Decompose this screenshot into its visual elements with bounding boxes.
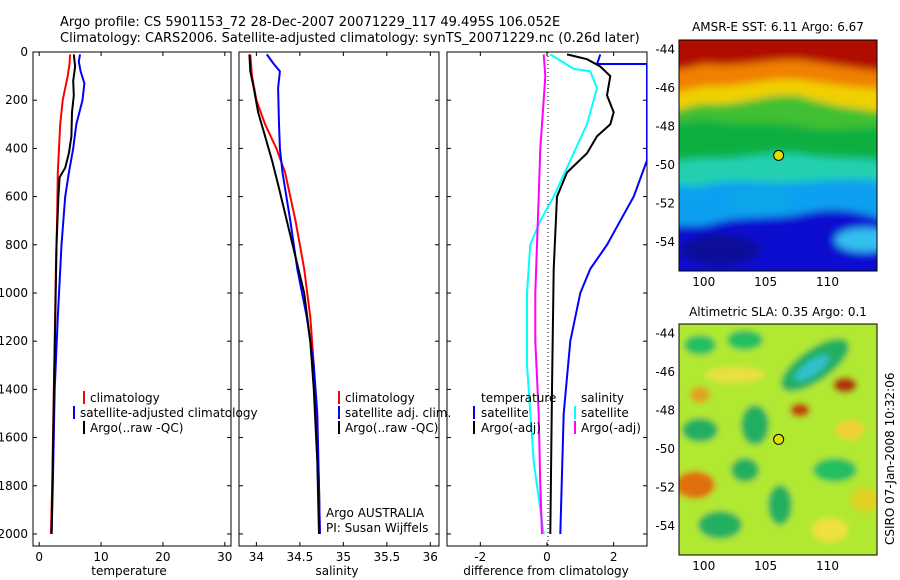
salinity-xlabel: salinity (315, 564, 358, 578)
difference-panel (446, 51, 648, 547)
series-line-salinity-satellite (526, 53, 599, 535)
temperature-plot-area (49, 54, 86, 535)
argo-credit-line-2: PI: Susan Wijffels (326, 521, 428, 535)
sst-heatmap (679, 40, 877, 271)
series-line-temperature-argo-adj- (549, 53, 615, 535)
map-y-tick-label: -52 (655, 481, 675, 495)
difference-plot-area (526, 52, 647, 546)
temperature-legend: climatology satellite-adjusted climatolo… (73, 391, 258, 435)
sst-map-title: AMSR-E SST: 6.11 Argo: 6.67 (692, 20, 864, 34)
x-tick-label: 35.5 (373, 550, 400, 564)
legend-label-temp-satellite: satellite (481, 406, 529, 420)
legend-label-satellite: satellite-adjusted climatology (80, 406, 258, 420)
y-tick-label: 1200 (0, 334, 28, 348)
legend-label-temp-argo: Argo(-adj) (481, 421, 541, 435)
map-y-tick-label: -54 (655, 235, 675, 249)
map-x-tick-label: 105 (754, 275, 777, 289)
map-y-tick-label: -54 (655, 519, 675, 533)
map-x-tick-label: 100 (692, 275, 715, 289)
legend-label-sal-argo: Argo(-adj) (581, 421, 641, 435)
map-x-tick-label: 110 (816, 559, 839, 573)
difference-xlabel: difference from climatology (463, 564, 629, 578)
map-y-tick-label: -44 (655, 43, 675, 57)
y-tick-label: 1800 (0, 479, 28, 493)
x-tick-label: 10 (93, 550, 108, 564)
series-line-climatology (249, 54, 321, 535)
difference-legend: temperature satellite Argo(-adj) salinit… (473, 391, 641, 435)
temperature-xlabel: temperature (91, 564, 166, 578)
map-y-tick-label: -52 (655, 197, 675, 211)
axis-ticks: 0 10 20 30020040060080010001200140016001800… (0, 43, 839, 573)
sla-argo-location-marker (773, 433, 785, 445)
map-x-tick-label: 105 (754, 559, 777, 573)
y-tick-label: 400 (5, 141, 28, 155)
legend-title-temperature: temperature (481, 391, 556, 405)
temperature-panel (32, 51, 232, 547)
legend-title-salinity: salinity (581, 391, 624, 405)
legend-label-satellite: satellite adj. clim. (345, 406, 451, 420)
sla-map-title: Altimetric SLA: 0.35 Argo: 0.1 (689, 305, 867, 319)
series-line-temperature-satellite (559, 54, 647, 535)
x-tick-label: 36 (423, 550, 438, 564)
map-y-tick-label: -48 (655, 404, 675, 418)
y-tick-label: 200 (5, 93, 28, 107)
series-line-salinity-argo-adj- (534, 54, 547, 535)
x-tick-label: 30 (217, 550, 232, 564)
sst-argo-location-marker (773, 149, 785, 161)
map-y-tick-label: -46 (655, 81, 675, 95)
y-tick-label: 2000 (0, 527, 28, 541)
x-tick-label: 35 (336, 550, 351, 564)
map-y-tick-label: -44 (655, 327, 675, 341)
map-y-tick-label: -50 (655, 442, 675, 456)
salinity-legend: climatology satellite adj. clim. Argo(..… (338, 391, 451, 435)
y-tick-label: 1400 (0, 382, 28, 396)
x-tick-label: 20 (155, 550, 170, 564)
x-tick-label: 2 (610, 550, 618, 564)
salinity-plot-area (248, 53, 321, 535)
sst-map-frame (678, 39, 878, 272)
map-y-tick-label: -46 (655, 365, 675, 379)
title-line-2: Climatology: CARS2006. Satellite-adjuste… (60, 31, 640, 46)
map-x-tick-label: 100 (692, 559, 715, 573)
y-tick-label: 1600 (0, 431, 28, 445)
map-y-tick-label: -48 (655, 120, 675, 134)
legend-label-climatology: climatology (345, 391, 415, 405)
x-tick-label: 34.5 (287, 550, 314, 564)
y-tick-label: 600 (5, 190, 28, 204)
sla-map-frame (678, 323, 878, 556)
y-tick-label: 0 (20, 45, 28, 59)
y-tick-label: 1000 (0, 286, 28, 300)
x-tick-label: 0 (35, 550, 43, 564)
legend-label-argo: Argo(..raw -QC) (90, 421, 183, 435)
x-tick-label: -2 (474, 550, 486, 564)
x-tick-label: 0 (543, 550, 551, 564)
y-tick-label: 800 (5, 238, 28, 252)
map-x-tick-label: 110 (816, 275, 839, 289)
title-line-1: Argo profile: CS 5901153_72 28-Dec-2007 … (60, 15, 560, 30)
x-tick-label: 34 (249, 550, 264, 564)
series-line-satellite-adj-clim- (265, 53, 321, 535)
legend-label-climatology: climatology (90, 391, 160, 405)
salinity-panel (238, 51, 440, 547)
csiro-timestamp: CSIRO 07-Jan-2008 10:32:06 (883, 373, 897, 545)
legend-label-argo: Argo(..raw -QC) (345, 421, 438, 435)
map-y-tick-label: -50 (655, 158, 675, 172)
series-line-argo-raw-qc- (50, 54, 77, 535)
argo-credit-line-1: Argo AUSTRALIA (326, 506, 425, 520)
legend-label-sal-satellite: satellite (581, 406, 629, 420)
series-line-argo-raw-qc- (248, 54, 320, 535)
